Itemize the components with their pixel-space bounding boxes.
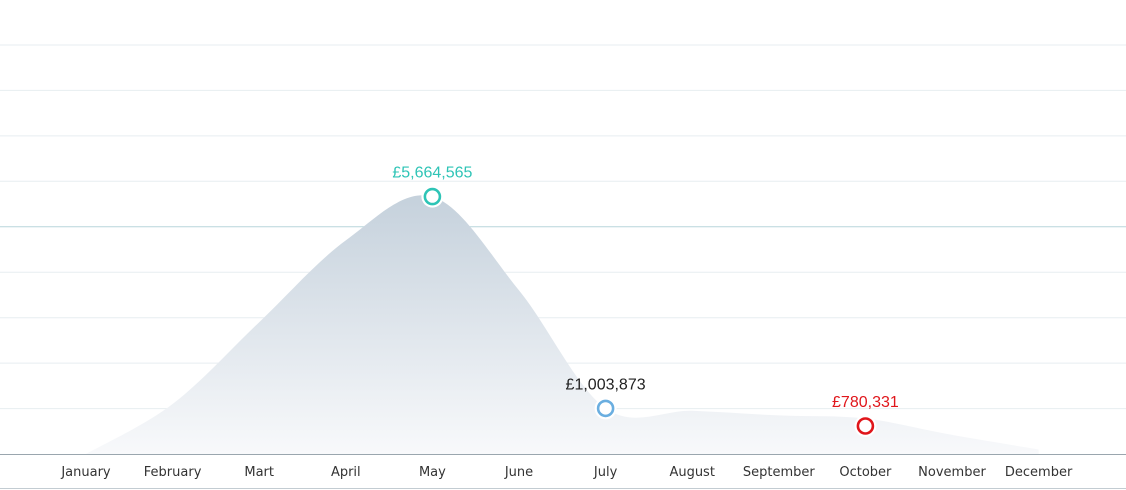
x-tick-label: April — [331, 465, 361, 480]
x-tick-label: May — [419, 465, 446, 480]
x-tick-label: February — [144, 465, 202, 480]
area-layer — [86, 195, 1039, 454]
grid-lines — [0, 44, 1126, 410]
x-tick-label: September — [743, 465, 816, 480]
x-tick-label: October — [839, 465, 892, 480]
x-tick-label: July — [593, 465, 618, 480]
data-label: £5,664,565 — [392, 165, 472, 182]
x-tick-label: January — [60, 465, 111, 480]
data-label: £780,331 — [832, 394, 899, 411]
x-tick-label: Mart — [244, 465, 274, 480]
x-tick-label: June — [504, 465, 533, 480]
data-label: £1,003,873 — [566, 376, 646, 393]
annotations: £5,664,565 £1,003,873 £780,331 — [392, 165, 899, 437]
data-point-marker[interactable] — [856, 417, 875, 435]
data-point-marker[interactable] — [596, 399, 615, 418]
revenue-area — [86, 195, 1039, 454]
x-tick-label: December — [1005, 465, 1073, 480]
x-tick-label: August — [669, 465, 715, 480]
month-labels: January February Mart April May June July Augus… — [60, 465, 1073, 480]
x-tick-label: November — [918, 465, 986, 480]
x-axis — [0, 454, 1126, 489]
data-point-marker[interactable] — [423, 187, 442, 206]
